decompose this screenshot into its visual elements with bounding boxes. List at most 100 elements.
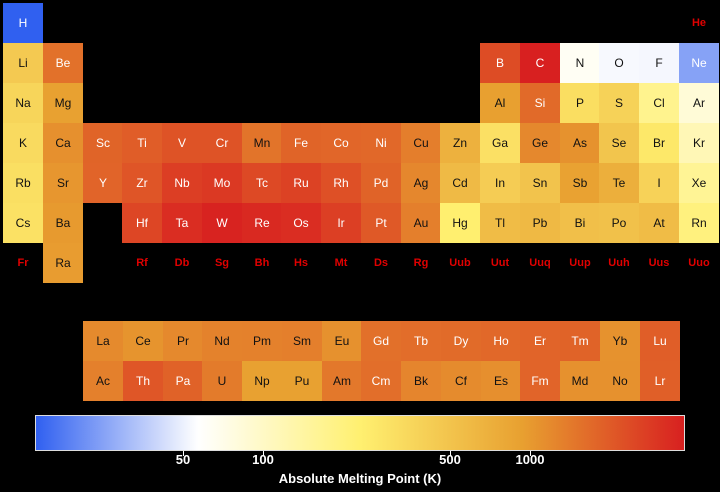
element-cell-sg: Sg xyxy=(214,257,230,269)
element-cell-bi: Bi xyxy=(560,203,600,243)
element-cell-uut: Uut xyxy=(490,257,510,269)
element-cell-pt: Pt xyxy=(361,203,401,243)
element-cell-v: V xyxy=(162,123,202,163)
element-cell-es: Es xyxy=(481,361,521,401)
element-cell-nb: Nb xyxy=(162,163,202,203)
element-cell-hf: Hf xyxy=(122,203,162,243)
element-cell-uub: Uub xyxy=(449,257,471,269)
element-cell-he: He xyxy=(691,17,707,29)
element-cell-no: No xyxy=(600,361,640,401)
element-cell-cl: Cl xyxy=(639,83,679,123)
element-cell-po: Po xyxy=(599,203,639,243)
element-cell-hs: Hs xyxy=(293,257,309,269)
element-cell-pr: Pr xyxy=(163,321,203,361)
colorbar-label: Absolute Melting Point (K) xyxy=(278,471,442,486)
element-cell-ac: Ac xyxy=(83,361,123,401)
element-cell-uup: Uup xyxy=(569,257,591,269)
element-cell-ga: Ga xyxy=(480,123,520,163)
element-cell-sm: Sm xyxy=(282,321,322,361)
element-cell-ne: Ne xyxy=(679,43,719,83)
element-cell-k: K xyxy=(3,123,43,163)
element-cell-lr: Lr xyxy=(640,361,680,401)
element-cell-cs: Cs xyxy=(3,203,43,243)
element-cell-c: C xyxy=(520,43,560,83)
element-cell-cr: Cr xyxy=(202,123,242,163)
element-cell-np: Np xyxy=(242,361,282,401)
element-cell-bh: Bh xyxy=(254,257,270,269)
element-cell-ds: Ds xyxy=(373,257,389,269)
element-cell-al: Al xyxy=(480,83,520,123)
element-cell-ti: Ti xyxy=(122,123,162,163)
element-cell-au: Au xyxy=(401,203,441,243)
element-cell-cm: Cm xyxy=(361,361,401,401)
element-cell-am: Am xyxy=(322,361,362,401)
element-cell-uuo: Uuo xyxy=(688,257,710,269)
element-cell-cu: Cu xyxy=(401,123,441,163)
element-cell-pb: Pb xyxy=(520,203,560,243)
element-cell-zn: Zn xyxy=(440,123,480,163)
element-cell-uuh: Uuh xyxy=(608,257,630,269)
element-cell-rh: Rh xyxy=(321,163,361,203)
element-cell-p: P xyxy=(560,83,600,123)
colorbar-tick-label: 500 xyxy=(439,452,461,467)
element-cell-rg: Rg xyxy=(413,257,429,269)
element-cell-ar: Ar xyxy=(679,83,719,123)
element-cell-la: La xyxy=(83,321,123,361)
element-cell-pm: Pm xyxy=(242,321,282,361)
element-cell-cf: Cf xyxy=(441,361,481,401)
element-cell-cd: Cd xyxy=(440,163,480,203)
element-cell-lu: Lu xyxy=(640,321,680,361)
element-cell-pd: Pd xyxy=(361,163,401,203)
colorbar-tick-label: 50 xyxy=(175,452,191,467)
element-cell-sb: Sb xyxy=(560,163,600,203)
element-cell-fr: Fr xyxy=(17,257,29,269)
element-cell-br: Br xyxy=(639,123,679,163)
element-cell-b: B xyxy=(480,43,520,83)
element-cell-u: U xyxy=(202,361,242,401)
element-cell-dy: Dy xyxy=(441,321,481,361)
element-cell-o: O xyxy=(599,43,639,83)
element-cell-rf: Rf xyxy=(136,257,148,269)
element-cell-ho: Ho xyxy=(481,321,521,361)
element-cell-sr: Sr xyxy=(43,163,83,203)
element-cell-li: Li xyxy=(3,43,43,83)
element-cell-nd: Nd xyxy=(202,321,242,361)
element-cell-h: H xyxy=(3,3,43,43)
element-cell-sn: Sn xyxy=(520,163,560,203)
element-cell-w: W xyxy=(202,203,242,243)
element-cell-as: As xyxy=(560,123,600,163)
element-cell-hg: Hg xyxy=(440,203,480,243)
element-cell-te: Te xyxy=(599,163,639,203)
element-cell-ru: Ru xyxy=(281,163,321,203)
element-cell-ge: Ge xyxy=(520,123,560,163)
element-cell-f: F xyxy=(639,43,679,83)
element-cell-ir: Ir xyxy=(321,203,361,243)
element-cell-sc: Sc xyxy=(83,123,123,163)
element-cell-tc: Tc xyxy=(242,163,282,203)
colorbar-tick-label: 100 xyxy=(252,452,274,467)
element-cell-mn: Mn xyxy=(242,123,282,163)
element-cell-pa: Pa xyxy=(163,361,203,401)
colorbar-tick xyxy=(530,451,531,456)
colorbar-tick-label: 1000 xyxy=(515,452,545,467)
element-cell-db: Db xyxy=(174,257,190,269)
element-cell-i: I xyxy=(639,163,679,203)
element-cell-md: Md xyxy=(560,361,600,401)
element-cell-rb: Rb xyxy=(3,163,43,203)
element-cell-tb: Tb xyxy=(401,321,441,361)
element-cell-n: N xyxy=(560,43,600,83)
element-cell-uus: Uus xyxy=(648,257,670,269)
element-cell-y: Y xyxy=(83,163,123,203)
element-cell-kr: Kr xyxy=(679,123,719,163)
element-cell-fm: Fm xyxy=(520,361,560,401)
colorbar-tick xyxy=(183,451,184,456)
element-cell-pu: Pu xyxy=(282,361,322,401)
colorbar-tick xyxy=(263,451,264,456)
element-cell-se: Se xyxy=(599,123,639,163)
element-cell-rn: Rn xyxy=(679,203,719,243)
element-cell-at: At xyxy=(639,203,679,243)
element-cell-yb: Yb xyxy=(600,321,640,361)
colorbar-tick xyxy=(450,451,451,456)
element-cell-ra: Ra xyxy=(43,243,83,283)
